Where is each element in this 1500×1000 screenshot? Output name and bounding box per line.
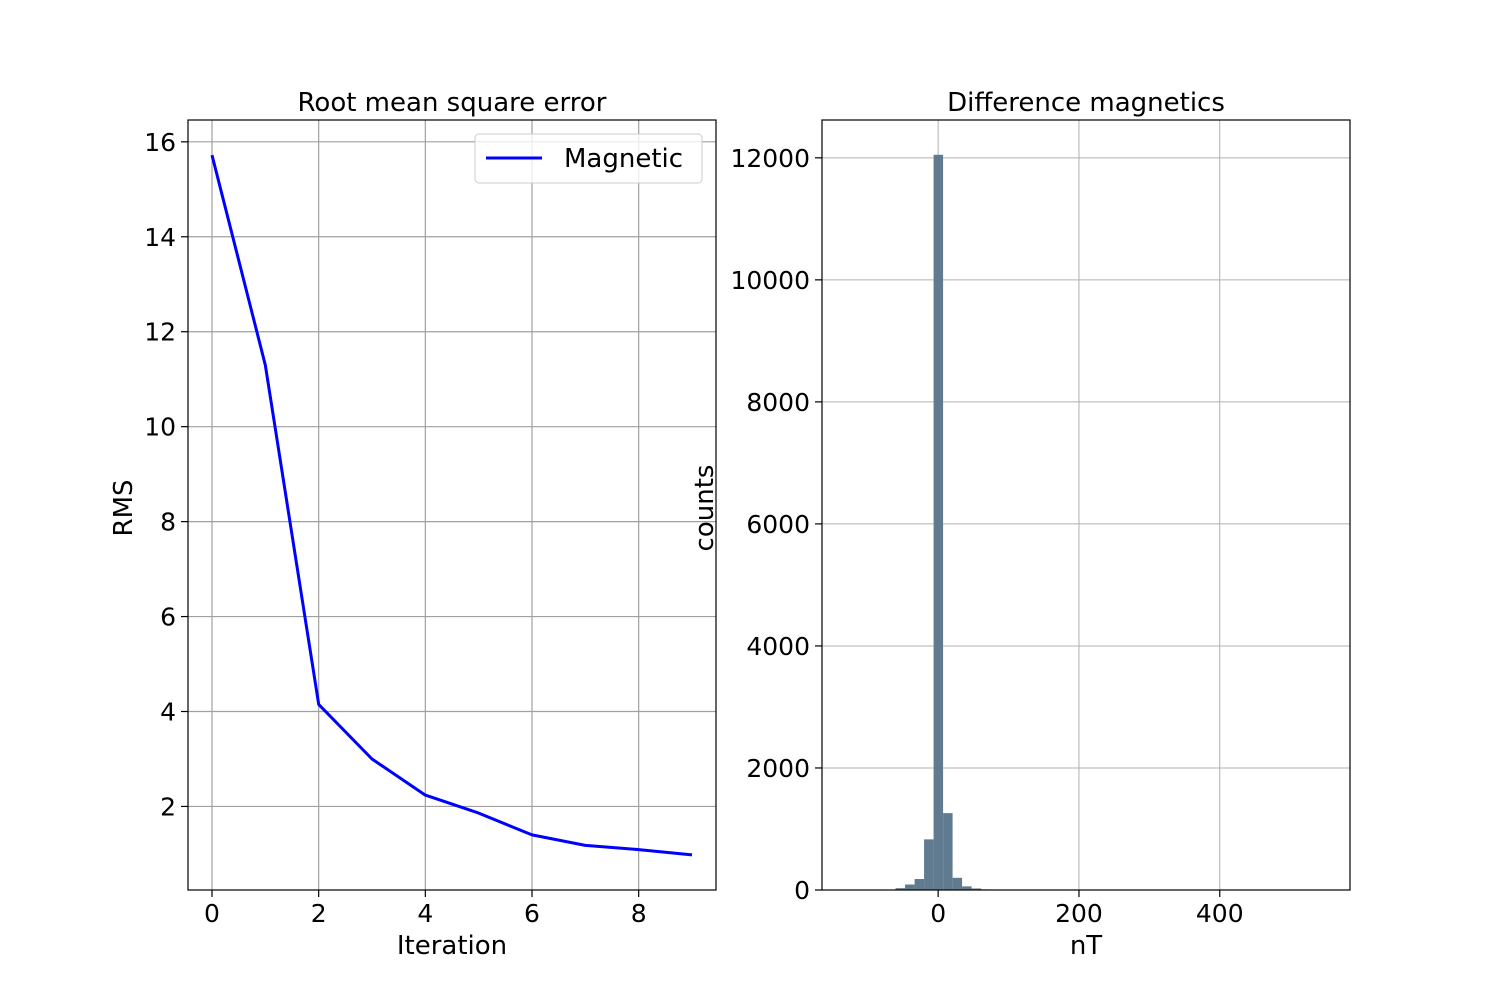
- x-tick-label: 8: [631, 899, 647, 928]
- histogram-bar: [943, 813, 953, 890]
- histogram-y-ticks: 0 2000 4000 6000 8000 10000 12000: [730, 144, 822, 905]
- histogram-bar: [933, 154, 944, 890]
- rms-line-chart: 0 2 4 6 8 2 4 6 8 10 12 14 16 Root mean square erro…: [109, 88, 717, 961]
- y-tick-label: 12000: [730, 144, 810, 173]
- line-chart-y-label: RMS: [109, 479, 139, 536]
- y-tick-label: 10: [144, 413, 176, 442]
- line-chart-frame: [187, 119, 717, 891]
- histogram-title: Difference magnetics: [947, 88, 1225, 118]
- y-tick-label: 16: [144, 128, 176, 157]
- line-chart-x-ticks: 0 2 4 6 8: [204, 890, 647, 928]
- histogram-bar: [895, 888, 906, 890]
- y-tick-label: 14: [144, 223, 176, 252]
- x-tick-label: 6: [524, 899, 540, 928]
- y-tick-label: 2000: [746, 754, 810, 783]
- y-tick-label: 6: [160, 603, 176, 632]
- x-tick-label: 400: [1196, 899, 1244, 928]
- histogram-y-label: counts: [690, 465, 720, 552]
- x-tick-label: 4: [417, 899, 433, 928]
- y-tick-label: 12: [144, 318, 176, 347]
- y-tick-label: 6000: [746, 510, 810, 539]
- y-tick-label: 8000: [746, 388, 810, 417]
- difference-histogram-chart: 0 200 400 0 2000 4000 6000 8000 10000 12000 Diff…: [690, 88, 1351, 961]
- y-tick-label: 0: [794, 876, 810, 905]
- x-tick-label: 2: [311, 899, 327, 928]
- line-chart-grid: [188, 120, 716, 890]
- y-tick-label: 4000: [746, 632, 810, 661]
- x-tick-label: 200: [1055, 899, 1103, 928]
- x-tick-label: 0: [204, 899, 220, 928]
- histogram-x-ticks: 0 200 400: [930, 890, 1244, 928]
- line-chart-y-ticks: 2 4 6 8 10 12 14 16: [144, 128, 188, 821]
- x-tick-label: 0: [930, 899, 946, 928]
- line-chart-x-label: Iteration: [397, 931, 507, 961]
- line-chart-series: [210, 154, 693, 857]
- histogram-bar: [914, 879, 925, 890]
- histogram-frame: [821, 119, 1351, 891]
- histogram-bar: [924, 839, 934, 890]
- y-tick-label: 2: [160, 792, 176, 821]
- line-chart-legend: Magnetic: [474, 133, 703, 184]
- y-tick-label: 8: [160, 508, 176, 537]
- histogram-bar: [971, 888, 982, 890]
- histogram-x-label: nT: [1070, 931, 1102, 961]
- histogram-bar: [962, 886, 972, 890]
- y-tick-label: 4: [160, 698, 176, 727]
- histogram-bar: [905, 884, 915, 890]
- series-line-magnetic: [210, 154, 693, 857]
- histogram-bar: [952, 877, 963, 890]
- y-tick-label: 10000: [730, 266, 810, 295]
- line-chart-title: Root mean square error: [298, 88, 607, 118]
- legend-box: [474, 133, 703, 184]
- legend-label-magnetic: Magnetic: [564, 144, 683, 174]
